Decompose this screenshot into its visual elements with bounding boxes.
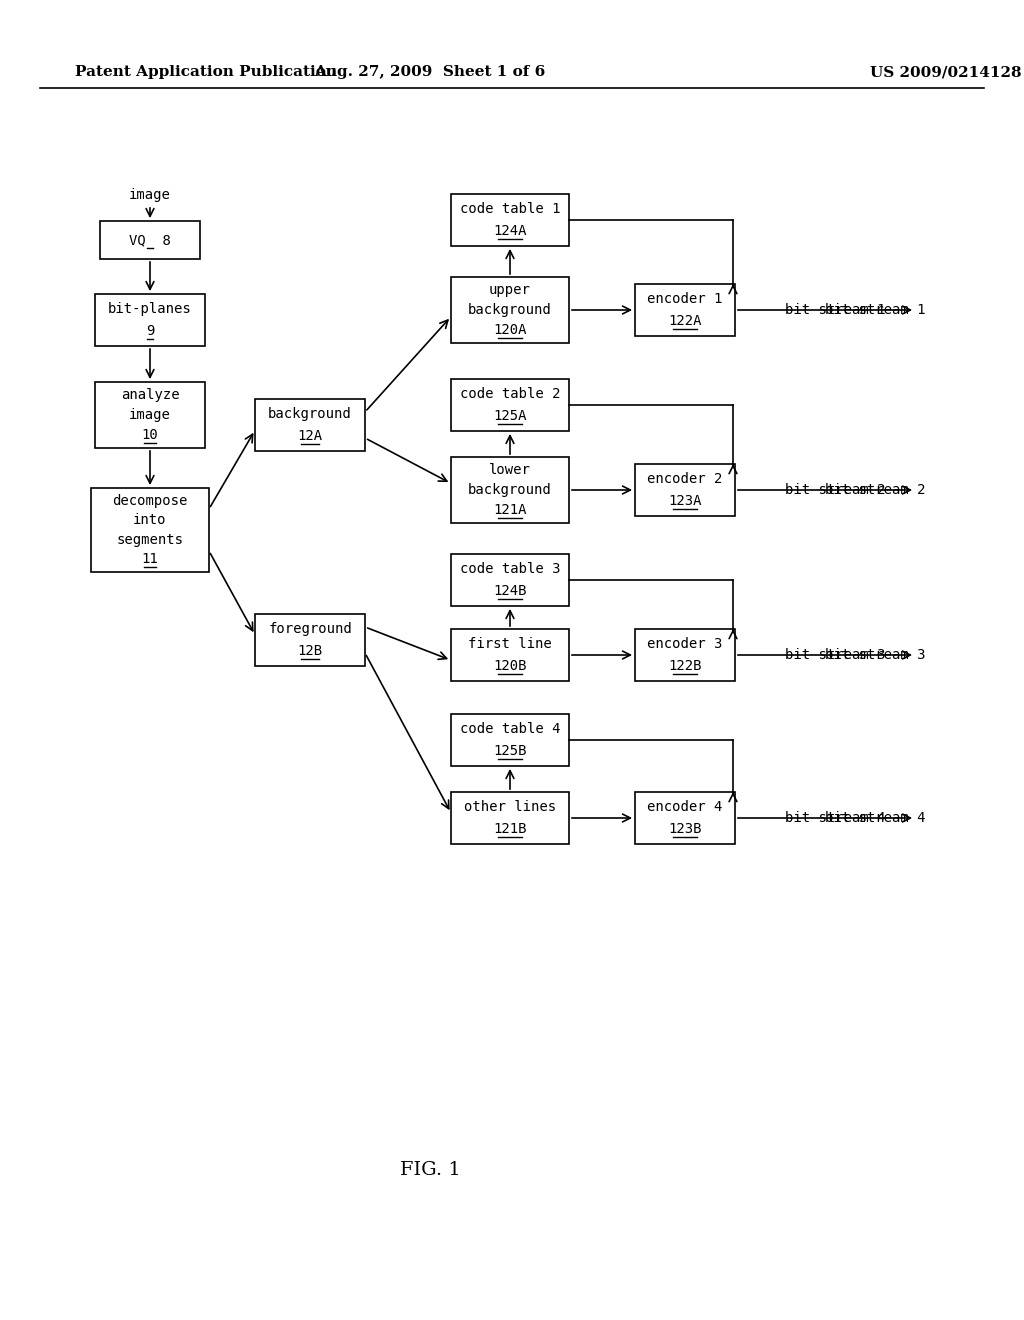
Text: encoder 2: encoder 2 — [647, 471, 723, 486]
Bar — [255, 614, 365, 667]
Text: US 2009/0214128 A1: US 2009/0214128 A1 — [870, 65, 1024, 79]
Bar — [95, 294, 205, 346]
Text: 120B: 120B — [494, 659, 526, 673]
Text: 12B: 12B — [297, 644, 323, 659]
Text: decompose: decompose — [113, 494, 187, 508]
Text: bit stream 1: bit stream 1 — [784, 304, 886, 317]
Bar — [451, 277, 569, 343]
Text: Patent Application Publication: Patent Application Publication — [75, 65, 337, 79]
Bar — [451, 630, 569, 681]
Text: code table 1: code table 1 — [460, 202, 560, 215]
Text: encoder 4: encoder 4 — [647, 800, 723, 813]
Text: code table 4: code table 4 — [460, 722, 560, 735]
Text: bit stream 4: bit stream 4 — [825, 810, 926, 825]
Text: 121B: 121B — [494, 822, 526, 837]
Text: 125A: 125A — [494, 409, 526, 424]
Text: background: background — [468, 483, 552, 498]
Text: foreground: foreground — [268, 622, 352, 636]
Bar — [451, 714, 569, 766]
Text: 122B: 122B — [669, 659, 701, 673]
Bar — [451, 457, 569, 523]
Bar — [95, 381, 205, 447]
Text: upper: upper — [489, 282, 530, 297]
Text: bit stream 4: bit stream 4 — [784, 810, 886, 825]
Text: first line: first line — [468, 636, 552, 651]
Bar — [100, 220, 200, 259]
Text: bit stream 3: bit stream 3 — [825, 648, 926, 663]
Text: into: into — [133, 513, 167, 527]
Text: analyze: analyze — [121, 388, 179, 403]
Bar — [451, 792, 569, 843]
Bar — [91, 488, 209, 572]
Text: image: image — [129, 408, 171, 422]
Bar — [635, 792, 735, 843]
Text: 11: 11 — [141, 552, 159, 566]
Text: 125B: 125B — [494, 744, 526, 758]
Text: code table 2: code table 2 — [460, 387, 560, 401]
Text: bit stream 2: bit stream 2 — [784, 483, 886, 498]
Bar — [635, 284, 735, 337]
Bar — [635, 465, 735, 516]
Text: 121A: 121A — [494, 503, 526, 517]
Text: 124B: 124B — [494, 585, 526, 598]
Text: FIG. 1: FIG. 1 — [399, 1162, 461, 1179]
Bar — [451, 194, 569, 246]
Bar — [451, 379, 569, 432]
Text: background: background — [468, 304, 552, 317]
Text: code table 3: code table 3 — [460, 562, 560, 576]
Text: VQ  8: VQ 8 — [129, 234, 171, 247]
Text: 12A: 12A — [297, 429, 323, 444]
Text: other lines: other lines — [464, 800, 556, 813]
Text: bit stream 3: bit stream 3 — [784, 648, 886, 663]
Text: background: background — [268, 407, 352, 421]
Text: 9: 9 — [145, 325, 155, 338]
Text: 123A: 123A — [669, 494, 701, 508]
Text: encoder 3: encoder 3 — [647, 636, 723, 651]
Text: 123B: 123B — [669, 822, 701, 837]
Text: 124A: 124A — [494, 224, 526, 239]
Bar — [635, 630, 735, 681]
Text: segments: segments — [117, 533, 183, 546]
Text: 122A: 122A — [669, 314, 701, 329]
Text: 120A: 120A — [494, 323, 526, 337]
Text: bit stream 1: bit stream 1 — [825, 304, 926, 317]
Text: image: image — [129, 187, 171, 202]
Bar — [451, 554, 569, 606]
Text: Aug. 27, 2009  Sheet 1 of 6: Aug. 27, 2009 Sheet 1 of 6 — [314, 65, 546, 79]
Text: bit-planes: bit-planes — [109, 302, 191, 315]
Text: lower: lower — [489, 463, 530, 477]
Text: encoder 1: encoder 1 — [647, 292, 723, 306]
Text: bit stream 2: bit stream 2 — [825, 483, 926, 498]
Bar — [255, 399, 365, 451]
Text: 10: 10 — [141, 428, 159, 442]
